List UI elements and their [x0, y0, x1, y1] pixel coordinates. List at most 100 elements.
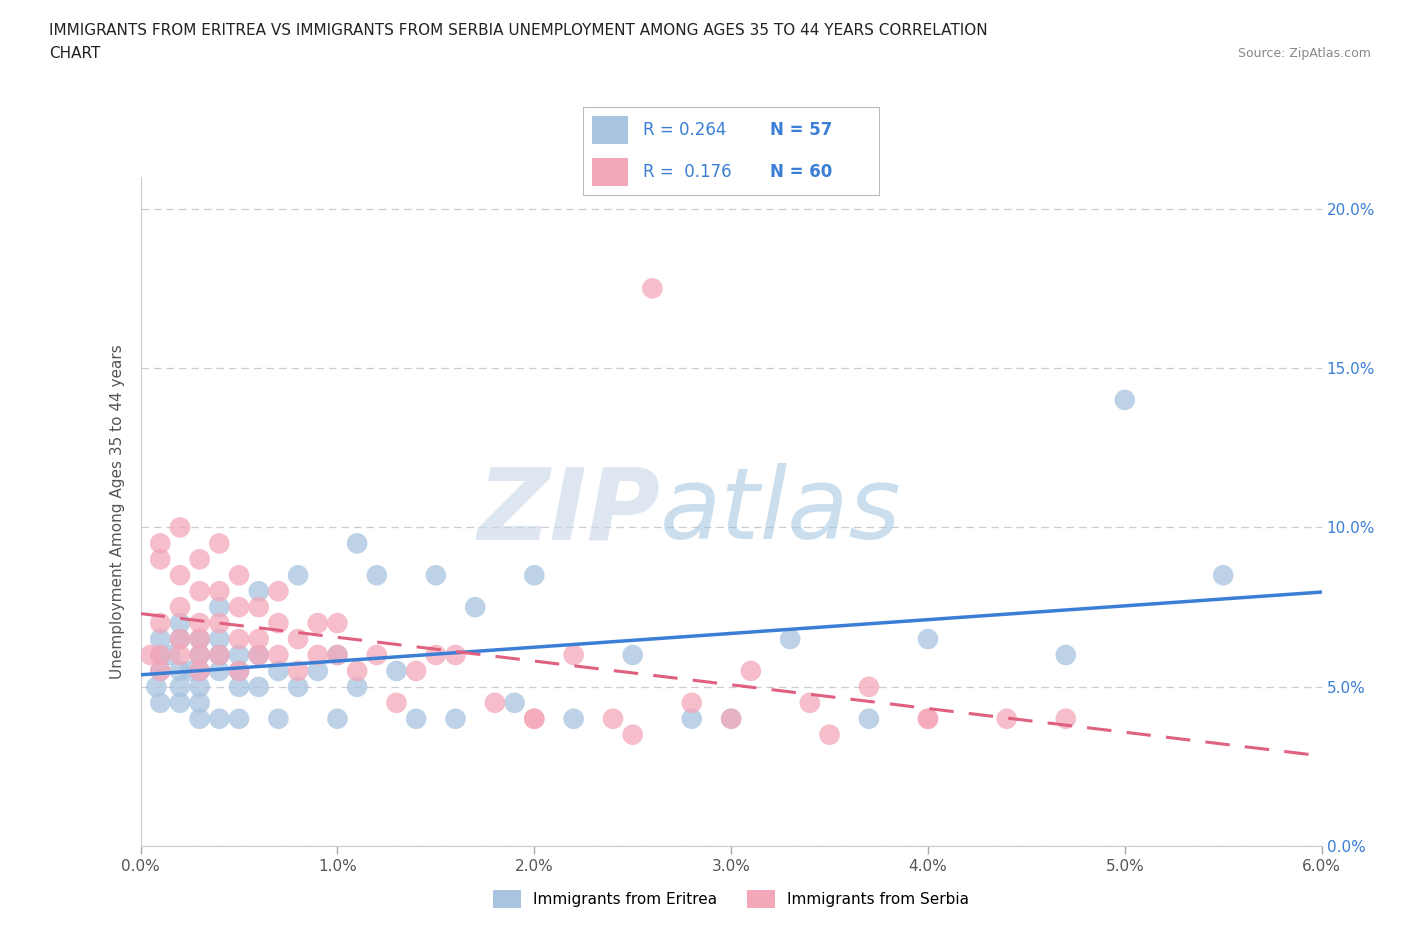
Point	[228, 600, 250, 615]
Point	[385, 663, 408, 678]
Point	[169, 631, 191, 646]
Point	[917, 711, 939, 726]
Point	[188, 663, 211, 678]
Point	[208, 647, 231, 662]
Point	[995, 711, 1018, 726]
Point	[228, 680, 250, 695]
Point	[818, 727, 841, 742]
Point	[169, 680, 191, 695]
Point	[917, 711, 939, 726]
Text: N = 60: N = 60	[769, 164, 832, 181]
Point	[681, 696, 703, 711]
Point	[208, 711, 231, 726]
Point	[1054, 711, 1077, 726]
Point	[602, 711, 624, 726]
Point	[145, 680, 167, 695]
Point	[159, 647, 181, 662]
Point	[425, 647, 447, 662]
Point	[621, 647, 644, 662]
Point	[287, 568, 309, 583]
Point	[326, 616, 349, 631]
Point	[464, 600, 486, 615]
Point	[188, 631, 211, 646]
Point	[740, 663, 762, 678]
Point	[139, 647, 162, 662]
Point	[169, 647, 191, 662]
Text: Source: ZipAtlas.com: Source: ZipAtlas.com	[1237, 46, 1371, 60]
Point	[523, 711, 546, 726]
Point	[858, 680, 880, 695]
Point	[149, 696, 172, 711]
Point	[287, 663, 309, 678]
Point	[267, 711, 290, 726]
Point	[562, 711, 585, 726]
Text: ZIP: ZIP	[477, 463, 661, 560]
Point	[1114, 392, 1136, 407]
Point	[188, 631, 211, 646]
Point	[188, 551, 211, 566]
Point	[247, 584, 270, 599]
Point	[228, 647, 250, 662]
Point	[346, 680, 368, 695]
Point	[858, 711, 880, 726]
Point	[247, 600, 270, 615]
Legend: Immigrants from Eritrea, Immigrants from Serbia: Immigrants from Eritrea, Immigrants from…	[485, 883, 977, 916]
Point	[228, 631, 250, 646]
Point	[228, 663, 250, 678]
Point	[405, 663, 427, 678]
Point	[228, 568, 250, 583]
Point	[523, 568, 546, 583]
FancyBboxPatch shape	[592, 116, 627, 144]
Text: N = 57: N = 57	[769, 121, 832, 139]
FancyBboxPatch shape	[592, 158, 627, 186]
Point	[562, 647, 585, 662]
Point	[188, 584, 211, 599]
Text: R =  0.176: R = 0.176	[643, 164, 731, 181]
Point	[149, 647, 172, 662]
Point	[169, 616, 191, 631]
Point	[208, 584, 231, 599]
Y-axis label: Unemployment Among Ages 35 to 44 years: Unemployment Among Ages 35 to 44 years	[110, 344, 125, 679]
Point	[307, 616, 329, 631]
Point	[228, 663, 250, 678]
Point	[188, 616, 211, 631]
Point	[444, 711, 467, 726]
Point	[208, 600, 231, 615]
Point	[149, 536, 172, 551]
Point	[681, 711, 703, 726]
Point	[188, 696, 211, 711]
Point	[149, 663, 172, 678]
Point	[503, 696, 526, 711]
Point	[405, 711, 427, 726]
Point	[366, 647, 388, 662]
Point	[247, 647, 270, 662]
Point	[799, 696, 821, 711]
Point	[287, 631, 309, 646]
Point	[169, 568, 191, 583]
Point	[346, 536, 368, 551]
Point	[444, 647, 467, 662]
Point	[188, 663, 211, 678]
Point	[169, 696, 191, 711]
Point	[169, 663, 191, 678]
Point	[208, 663, 231, 678]
Point	[208, 631, 231, 646]
Point	[247, 647, 270, 662]
Point	[149, 663, 172, 678]
Point	[720, 711, 742, 726]
Point	[208, 616, 231, 631]
Point	[641, 281, 664, 296]
Point	[1212, 568, 1234, 583]
Point	[267, 584, 290, 599]
Text: CHART: CHART	[49, 46, 101, 61]
Point	[188, 680, 211, 695]
Point	[188, 711, 211, 726]
Point	[621, 727, 644, 742]
Text: R = 0.264: R = 0.264	[643, 121, 725, 139]
Point	[366, 568, 388, 583]
Point	[779, 631, 801, 646]
Point	[149, 631, 172, 646]
Point	[208, 536, 231, 551]
Point	[307, 663, 329, 678]
Point	[208, 647, 231, 662]
